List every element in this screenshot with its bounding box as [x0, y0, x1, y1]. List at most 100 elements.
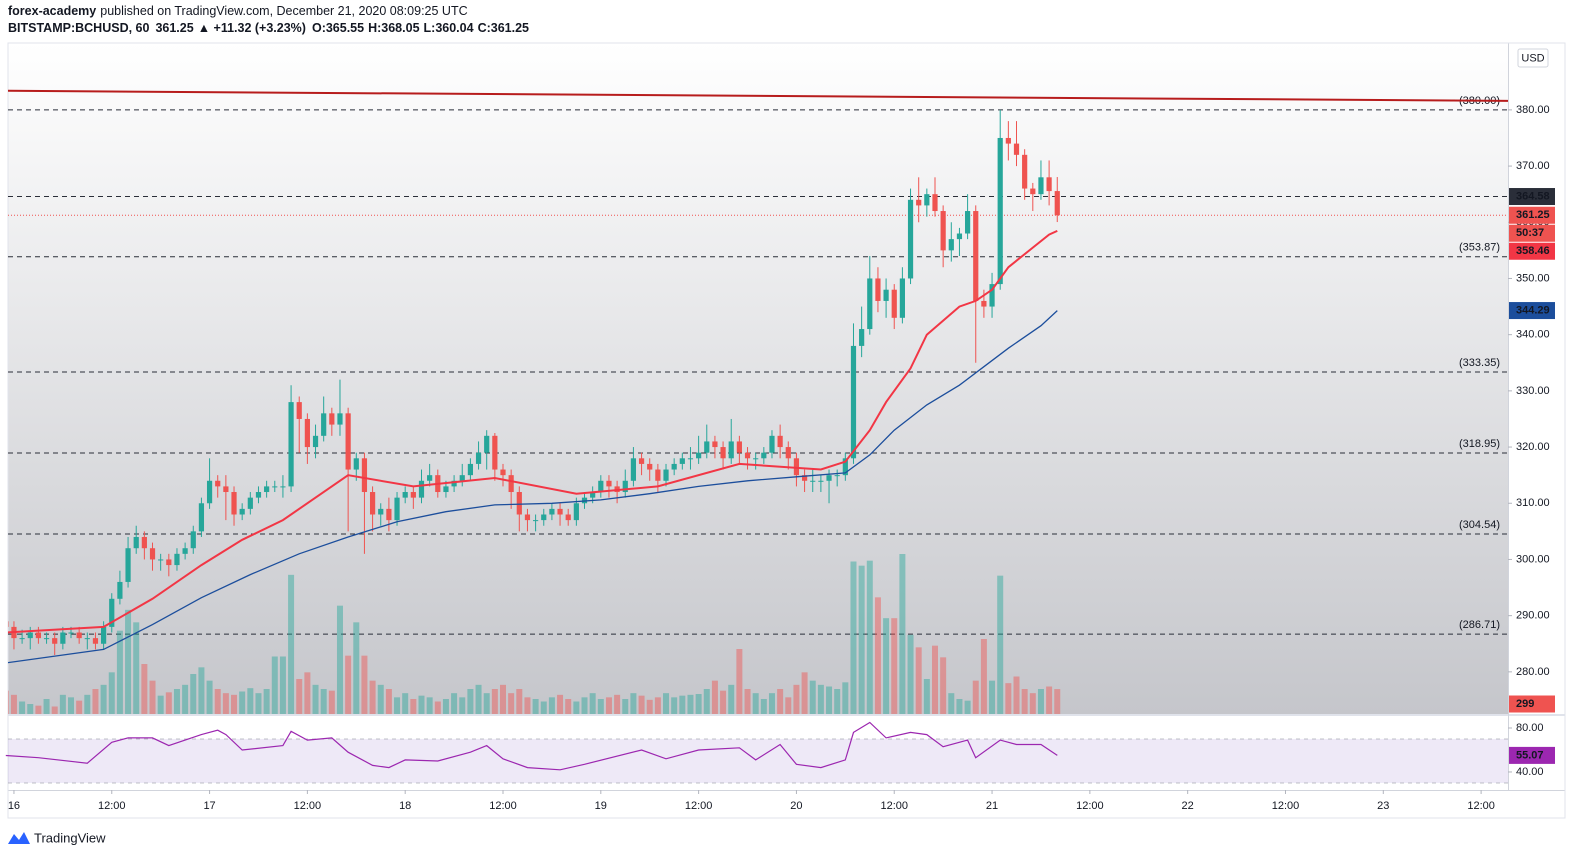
volume-bar — [532, 699, 539, 714]
candle-body — [231, 492, 237, 515]
volume-bar — [51, 706, 58, 714]
volume-bar — [508, 693, 515, 714]
volume-bar — [206, 680, 213, 714]
volume-bar — [100, 684, 107, 714]
volume-bar — [858, 565, 865, 714]
trendline — [8, 89, 1508, 102]
volume-bar — [182, 684, 189, 714]
symbol: BITSTAMP:BCHUSD, 60 — [8, 21, 149, 35]
volume-bar — [328, 690, 335, 714]
currency-box[interactable] — [1517, 48, 1549, 68]
volume-bar — [972, 680, 979, 714]
volume-bar — [173, 689, 180, 714]
volume-bar — [622, 699, 629, 714]
volume-bar — [345, 655, 352, 714]
volume-bar — [646, 699, 653, 714]
volume-bar — [141, 664, 148, 714]
candle-body — [638, 458, 645, 464]
x-tick-label: 12:00 — [685, 800, 713, 812]
candle-body — [255, 492, 262, 498]
candle-body — [337, 413, 343, 425]
close: C:361.25 — [478, 21, 529, 35]
volume-bar — [1054, 689, 1061, 714]
volume-bar — [35, 705, 42, 714]
volume-bar — [1029, 693, 1036, 714]
volume-bar — [1005, 683, 1012, 714]
volume-bar — [467, 689, 474, 714]
level-label: (286.71) — [1459, 619, 1500, 631]
candle-body — [443, 486, 449, 493]
volume-bar — [491, 689, 498, 714]
rsi-line — [5, 721, 1058, 771]
candle-body — [801, 475, 808, 481]
main-plot: (380.00)(353.87)(333.35)(318.95)(304.54)… — [8, 89, 1508, 714]
x-tick-label: 22 — [1182, 800, 1194, 812]
volume-bar — [255, 693, 262, 714]
candle-body — [573, 503, 579, 521]
volume-bar — [10, 694, 17, 714]
candle-body — [1038, 177, 1044, 195]
volume-bar — [8, 690, 9, 714]
candle-body — [630, 458, 637, 481]
volume-bar — [198, 667, 205, 714]
volume-bar — [369, 680, 376, 714]
candle-body — [606, 480, 612, 487]
candle-body — [386, 508, 392, 521]
volume-bar — [997, 575, 1004, 714]
volume-bar — [614, 694, 621, 714]
volume-bar — [442, 699, 449, 714]
candle-body — [1013, 143, 1020, 155]
y-tick-label: 370.00 — [1516, 160, 1550, 172]
volume-bar — [125, 609, 132, 714]
candle-body — [288, 402, 294, 487]
x-tick-label: 12:00 — [1467, 800, 1495, 812]
y-tick-label: 350.00 — [1516, 272, 1550, 284]
rsi-plot — [5, 721, 1508, 784]
candle-body — [321, 413, 327, 436]
y-tick-label: 290.00 — [1516, 610, 1550, 622]
brand-logo[interactable]: TradingView — [8, 830, 106, 845]
candle-body — [533, 520, 539, 522]
candle-body — [158, 559, 164, 561]
candle-body — [239, 508, 245, 515]
volume-bar — [84, 694, 91, 714]
volume-bar — [907, 634, 914, 714]
countdown: 50:37 — [1516, 227, 1544, 239]
volume-bar — [801, 672, 808, 714]
volume-bar — [565, 699, 572, 714]
x-tick-label: 18 — [399, 800, 411, 812]
candle-body — [92, 638, 99, 644]
x-tick-label: 16 — [8, 800, 20, 812]
volume-bar — [557, 694, 564, 714]
candle-body — [329, 413, 335, 425]
x-tick-label: 20 — [790, 800, 802, 812]
candle-body — [671, 463, 677, 470]
level-label: (318.95) — [1459, 438, 1500, 450]
candle-body — [312, 435, 319, 448]
volume-bar — [27, 704, 34, 714]
candle-body — [549, 508, 555, 515]
candle-body — [590, 492, 596, 498]
volume-bar — [288, 574, 295, 714]
candle-body — [304, 418, 310, 448]
volume-bar — [76, 700, 83, 714]
ma-label-box — [1509, 242, 1555, 260]
candle-body — [940, 211, 946, 251]
candle-body — [867, 278, 873, 330]
volume-bar — [239, 691, 246, 714]
x-tick-label: 17 — [203, 800, 215, 812]
x-tick-label: 12:00 — [1272, 800, 1300, 812]
candle-body — [859, 329, 865, 346]
candle-body — [777, 435, 783, 448]
volume-bar — [638, 695, 645, 714]
countdown-box — [1509, 224, 1555, 242]
candle-body — [117, 581, 123, 599]
volume-bar — [834, 689, 841, 714]
open: O:365.55 — [312, 21, 364, 35]
rsi-label: 55.07 — [1516, 749, 1544, 761]
candle-body — [932, 194, 938, 212]
frame — [7, 42, 1566, 819]
volume-bar — [964, 700, 971, 714]
pane-separator — [8, 714, 1565, 716]
volume-bar — [149, 680, 156, 714]
